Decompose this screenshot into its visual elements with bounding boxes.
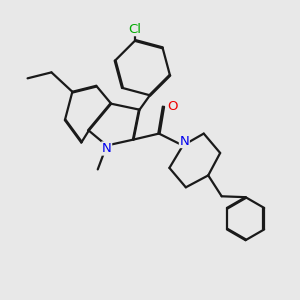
Text: Cl: Cl — [129, 22, 142, 36]
Text: O: O — [167, 100, 178, 113]
Text: N: N — [102, 142, 112, 155]
Text: N: N — [179, 134, 189, 148]
